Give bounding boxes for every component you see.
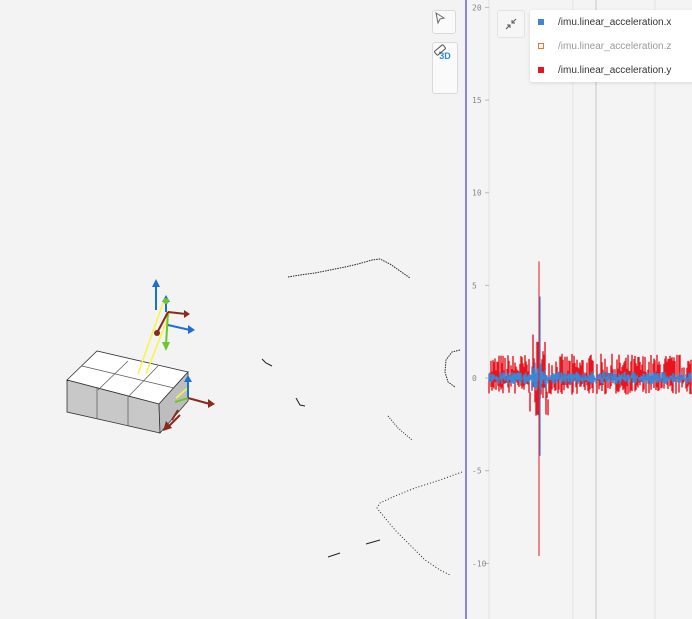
legend-label: /imu.linear_acceleration.z: [558, 40, 672, 52]
legend-item-accel-z[interactable]: /imu.linear_acceleration.z: [530, 36, 671, 56]
y-tick-label: 5: [472, 281, 477, 290]
plot-legend: /imu.linear_acceleration.x /imu.linear_a…: [530, 10, 692, 82]
tf-frame-lower: [163, 375, 215, 431]
y-tick-label: 10: [472, 189, 482, 198]
y-axis-ticks: 20 15 10 5 0 -5 -10: [472, 3, 489, 568]
tf-frame-upper: [152, 279, 195, 351]
legend-label: /imu.linear_acceleration.y: [558, 64, 672, 76]
collapse-icon: [505, 18, 517, 30]
legend-swatch: [538, 43, 544, 49]
legend-swatch: [538, 19, 544, 25]
collapse-legend-button[interactable]: [497, 10, 525, 38]
cursor-icon: [435, 11, 446, 25]
3d-scene[interactable]: [0, 0, 465, 619]
legend-item-accel-y[interactable]: /imu.linear_acceleration.y: [530, 60, 671, 80]
point-cloud: [261, 258, 463, 576]
y-tick-label: -5: [472, 467, 482, 476]
robot-model: [66, 350, 189, 435]
y-tick-label: -10: [472, 559, 487, 568]
3d-viewport[interactable]: 3D: [0, 0, 465, 619]
legend-swatch: [538, 67, 544, 73]
y-tick-label: 0: [472, 374, 477, 383]
3d-label: 3D: [439, 50, 451, 61]
plot-panel: 20 15 10 5 0 -5 -10: [467, 0, 692, 619]
view-tool-group: 3D: [432, 42, 458, 94]
plot-canvas[interactable]: 20 15 10 5 0 -5 -10: [467, 0, 692, 619]
legend-label: /imu.linear_acceleration.x: [558, 16, 672, 28]
plot-series: [488, 261, 692, 556]
toggle-3d-button[interactable]: 3D: [433, 43, 457, 68]
plot-grid: [488, 0, 656, 619]
measure-tool-button[interactable]: [433, 44, 457, 93]
select-tool-button[interactable]: [432, 10, 456, 34]
legend-item-accel-x[interactable]: /imu.linear_acceleration.x: [530, 12, 671, 32]
ruler-icon: [434, 44, 446, 56]
y-tick-label: 15: [472, 96, 482, 105]
panel-divider[interactable]: [465, 0, 467, 619]
y-tick-label: 20: [472, 3, 482, 12]
